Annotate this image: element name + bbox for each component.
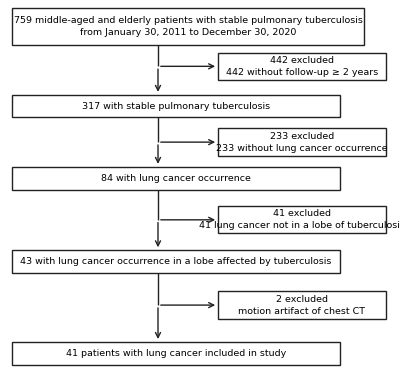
FancyBboxPatch shape bbox=[12, 250, 340, 273]
FancyBboxPatch shape bbox=[218, 53, 386, 80]
FancyBboxPatch shape bbox=[12, 342, 340, 365]
Text: 759 middle-aged and elderly patients with stable pulmonary tuberculosis
from Jan: 759 middle-aged and elderly patients wit… bbox=[14, 16, 362, 37]
Text: 317 with stable pulmonary tuberculosis: 317 with stable pulmonary tuberculosis bbox=[82, 102, 270, 111]
Text: 41 excluded
41 lung cancer not in a lobe of tuberculosis: 41 excluded 41 lung cancer not in a lobe… bbox=[199, 209, 400, 230]
Text: 43 with lung cancer occurrence in a lobe affected by tuberculosis: 43 with lung cancer occurrence in a lobe… bbox=[20, 257, 332, 266]
FancyBboxPatch shape bbox=[12, 95, 340, 117]
Text: 2 excluded
motion artifact of chest CT: 2 excluded motion artifact of chest CT bbox=[238, 294, 366, 316]
Text: 233 excluded
233 without lung cancer occurrence: 233 excluded 233 without lung cancer occ… bbox=[216, 132, 388, 153]
FancyBboxPatch shape bbox=[12, 8, 364, 45]
FancyBboxPatch shape bbox=[218, 206, 386, 233]
Text: 41 patients with lung cancer included in study: 41 patients with lung cancer included in… bbox=[66, 349, 286, 358]
FancyBboxPatch shape bbox=[218, 128, 386, 156]
FancyBboxPatch shape bbox=[12, 167, 340, 190]
Text: 84 with lung cancer occurrence: 84 with lung cancer occurrence bbox=[101, 174, 251, 183]
FancyBboxPatch shape bbox=[218, 291, 386, 319]
Text: 442 excluded
442 without follow-up ≥ 2 years: 442 excluded 442 without follow-up ≥ 2 y… bbox=[226, 56, 378, 77]
